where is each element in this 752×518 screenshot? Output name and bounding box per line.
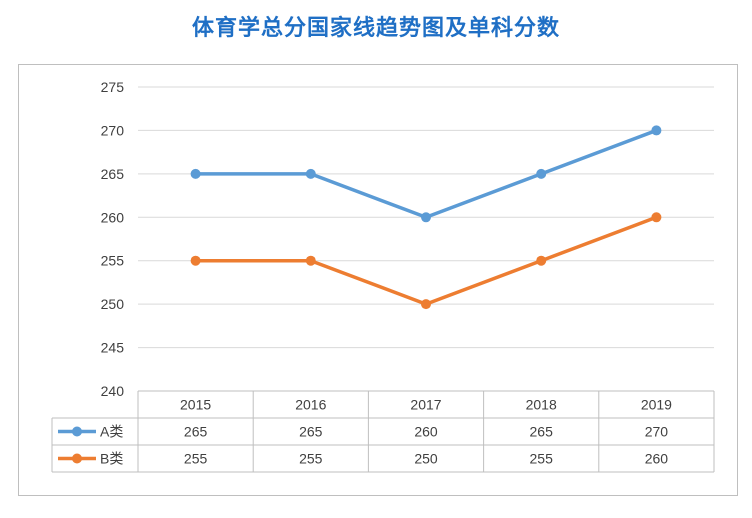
data-point bbox=[421, 212, 431, 223]
table-cell-value: 265 bbox=[184, 424, 208, 440]
x-category-label: 2015 bbox=[180, 397, 211, 413]
data-point bbox=[190, 255, 201, 266]
x-category-label: 2016 bbox=[295, 397, 326, 413]
data-point bbox=[305, 168, 316, 179]
legend-marker bbox=[72, 426, 82, 437]
y-tick-label: 250 bbox=[101, 296, 125, 312]
data-point bbox=[536, 255, 547, 266]
y-tick-label: 275 bbox=[101, 79, 125, 95]
table-cell-value: 255 bbox=[184, 451, 208, 467]
y-tick-label: 240 bbox=[101, 383, 125, 399]
table-cell-value: 270 bbox=[645, 424, 669, 440]
table-cell-value: 250 bbox=[414, 451, 438, 467]
y-tick-label: 255 bbox=[101, 253, 125, 269]
y-tick-label: 245 bbox=[101, 340, 125, 356]
legend-label: B类 bbox=[100, 451, 123, 467]
table-cell-value: 255 bbox=[530, 451, 554, 467]
data-point bbox=[305, 255, 316, 266]
data-point bbox=[421, 299, 431, 310]
y-tick-label: 265 bbox=[101, 166, 125, 182]
x-category-label: 2017 bbox=[410, 397, 441, 413]
legend-label: A类 bbox=[100, 424, 123, 440]
data-point bbox=[651, 125, 662, 136]
x-category-label: 2019 bbox=[641, 397, 672, 413]
table-cell-value: 265 bbox=[530, 424, 554, 440]
table-cell-value: 265 bbox=[299, 424, 323, 440]
table-cell-value: 260 bbox=[645, 451, 669, 467]
chart-title: 体育学总分国家线趋势图及单科分数 bbox=[191, 16, 560, 41]
table-cell-value: 255 bbox=[299, 451, 323, 467]
y-tick-label: 260 bbox=[101, 209, 125, 225]
x-category-label: 2018 bbox=[526, 397, 557, 413]
table-cell-value: 260 bbox=[414, 424, 438, 440]
y-tick-label: 270 bbox=[101, 122, 125, 138]
chart-frame bbox=[18, 64, 738, 496]
data-point bbox=[190, 168, 201, 179]
legend-marker bbox=[72, 453, 82, 464]
data-point bbox=[651, 212, 662, 223]
data-point bbox=[536, 168, 547, 179]
